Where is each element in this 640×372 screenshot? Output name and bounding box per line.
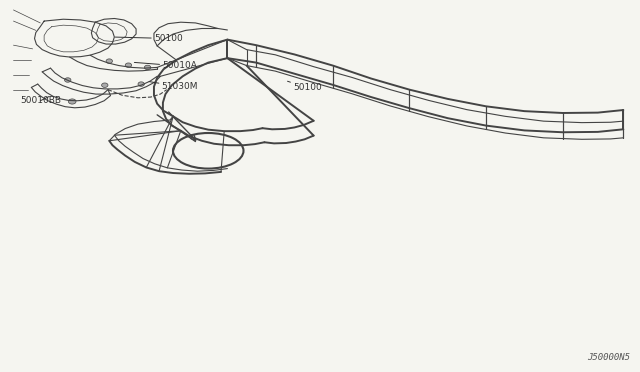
Ellipse shape (68, 99, 76, 104)
Ellipse shape (138, 82, 145, 86)
Ellipse shape (106, 59, 113, 63)
Text: 50100: 50100 (287, 81, 322, 92)
Ellipse shape (65, 78, 71, 82)
Ellipse shape (102, 83, 108, 87)
Text: 50010BB: 50010BB (20, 96, 61, 105)
Text: 50010A: 50010A (134, 61, 197, 70)
Ellipse shape (125, 63, 132, 67)
Text: J50000N5: J50000N5 (587, 353, 630, 362)
Text: 50100: 50100 (115, 34, 182, 43)
Ellipse shape (145, 65, 151, 70)
Text: 51030M: 51030M (149, 81, 198, 91)
